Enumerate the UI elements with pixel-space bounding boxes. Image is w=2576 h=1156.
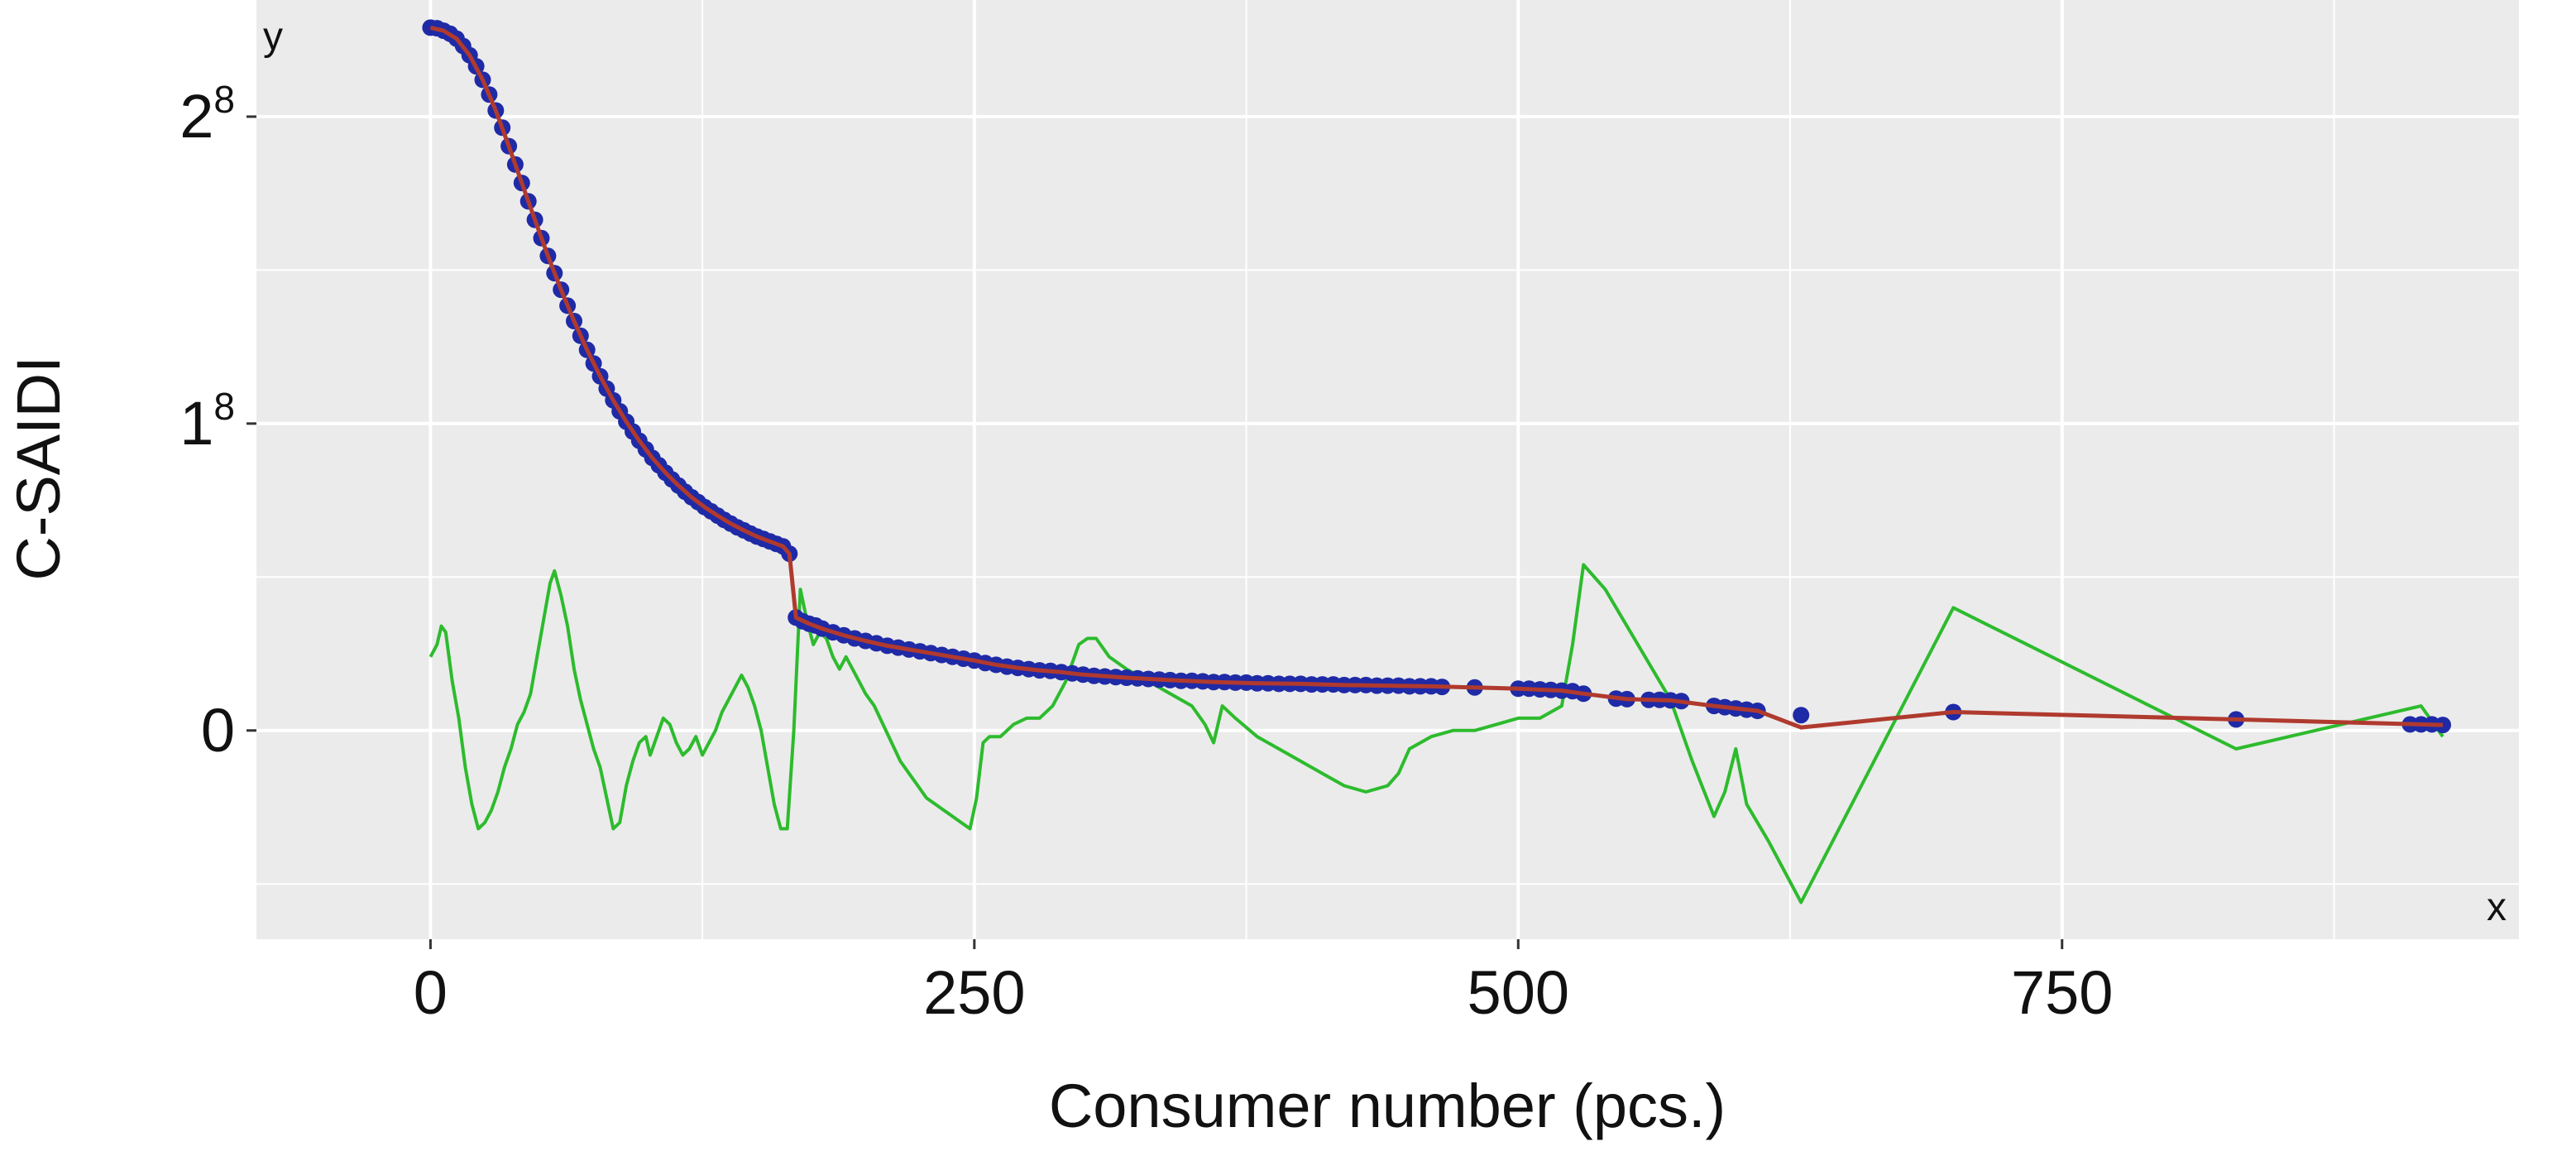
minor-gridlines xyxy=(256,0,2519,939)
y-axis-ticks: 0 18 28 xyxy=(180,78,256,765)
series-layer xyxy=(422,19,2451,904)
x-axis-title: Consumer number (pcs.) xyxy=(1049,1072,1726,1140)
x-axis-ticks: 0 250 500 750 xyxy=(414,939,2113,1027)
series-line-red xyxy=(429,25,2444,730)
x-tick-label: 250 xyxy=(923,958,1025,1027)
y-tick-label: 18 xyxy=(180,385,235,458)
plot-panel xyxy=(256,0,2519,939)
series-line-green xyxy=(429,563,2444,904)
x-tick-label: 750 xyxy=(2011,958,2113,1027)
y-axis-title: C-SAIDI xyxy=(4,356,73,580)
x-tick-label: 500 xyxy=(1468,958,1569,1027)
series-point xyxy=(1793,707,1810,724)
major-gridlines xyxy=(256,0,2519,939)
y-axis-marker: y xyxy=(263,15,283,59)
y-tick-label: 0 xyxy=(201,696,235,765)
x-axis-marker: x xyxy=(2487,885,2507,929)
y-tick-label: 28 xyxy=(180,78,235,151)
x-tick-label: 0 xyxy=(414,958,448,1027)
